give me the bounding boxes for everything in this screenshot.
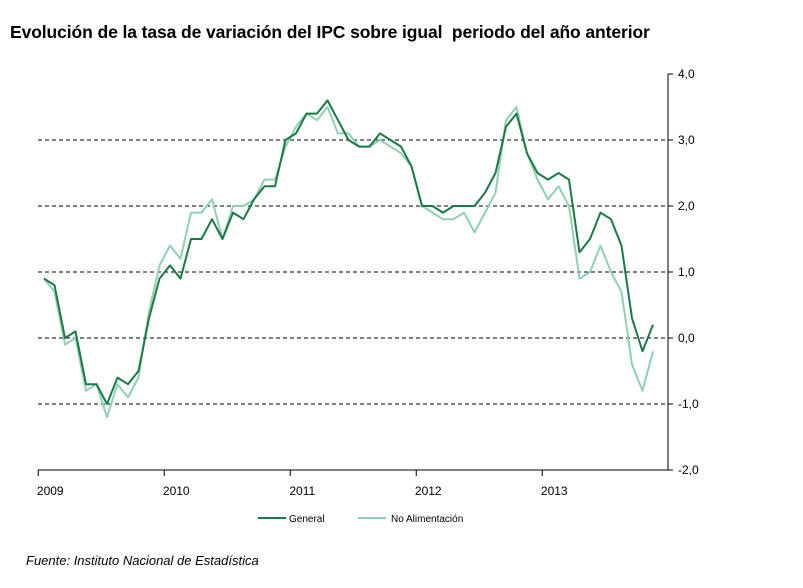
- y-tick-label: 2,0: [678, 199, 695, 213]
- y-tick-label: 1,0: [678, 265, 695, 279]
- gridlines: [38, 139, 668, 405]
- source-note: Fuente: Instituto Nacional de Estadístic…: [26, 553, 259, 568]
- x-tick-label: 2010: [163, 484, 190, 498]
- y-tick-label: 3,0: [678, 133, 695, 147]
- series-line: [43, 99, 654, 405]
- chart-title: Evolución de la tasa de variación del IP…: [10, 22, 650, 42]
- x-tick-label: 2013: [541, 484, 568, 498]
- legend-label: General: [289, 514, 325, 525]
- x-tick-label: 2011: [289, 484, 315, 498]
- series-line: [43, 106, 654, 419]
- series-lines: [43, 99, 654, 419]
- axes: [37, 73, 673, 476]
- y-tick-label: 4,0: [678, 67, 695, 81]
- legend-label: No Alimentación: [391, 514, 463, 525]
- y-tick-label: -2,0: [678, 463, 699, 477]
- y-tick-labels: 4,0 3,0 2,0 1,0 0,0 -1,0 -2,0: [678, 67, 699, 477]
- legend: General No Alimentación: [258, 514, 463, 525]
- x-tick-labels: 2009 2010 2011 2012 2013: [37, 484, 568, 498]
- y-tick-label: -1,0: [678, 397, 699, 411]
- y-tick-label: 0,0: [678, 331, 695, 345]
- x-tick-label: 2009: [37, 484, 64, 498]
- x-tick-label: 2012: [415, 484, 442, 498]
